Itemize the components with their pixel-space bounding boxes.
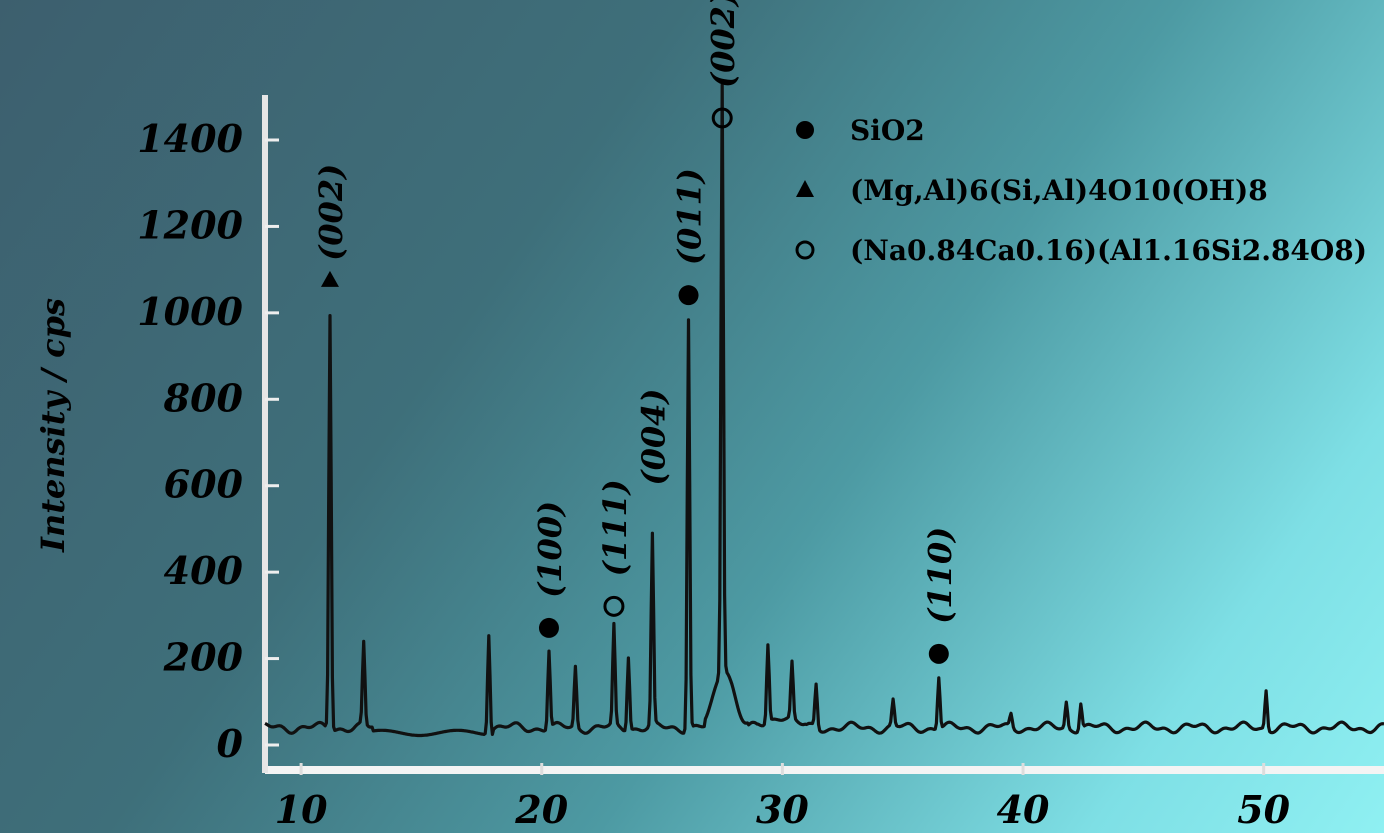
legend-swatch-triangle <box>796 180 814 197</box>
y-tick-label: 1200 <box>137 202 243 247</box>
x-tick-labels: 10 20 30 40 50 <box>275 763 1291 832</box>
peak-label: (011) <box>671 168 709 265</box>
peak-label: (004) <box>634 388 672 485</box>
peak-label: (110) <box>921 527 959 624</box>
y-tick-label: 0 <box>217 721 244 766</box>
x-tick-label: 10 <box>275 787 328 832</box>
y-tick-label: 400 <box>164 548 244 593</box>
legend-label: (Mg,Al)6(Si,Al)4O10(OH)8 <box>850 174 1268 207</box>
trace-line <box>264 83 1384 738</box>
y-tick-label: 1400 <box>137 116 243 161</box>
diffraction-trace <box>264 83 1384 738</box>
legend-swatch-open-circle <box>795 240 815 260</box>
peak-label: (111) <box>596 479 634 576</box>
y-tick-label: 1000 <box>137 289 243 334</box>
y-tick-label: 800 <box>163 375 244 420</box>
quartz-marker <box>678 285 699 306</box>
peak-label: (100) <box>531 501 569 598</box>
plagioclase-marker <box>711 107 733 129</box>
peak-label: (002) <box>312 164 350 261</box>
x-tick-label: 20 <box>514 787 568 832</box>
quartz-marker <box>538 617 559 638</box>
x-tick-label: 50 <box>1237 787 1290 832</box>
peak-label: (002) <box>704 0 742 88</box>
y-axis-label: Intensity / cps <box>34 298 72 553</box>
y-tick-labels: 0 200 400 600 800 1000 1200 1400 <box>137 116 279 766</box>
y-tick-label: 200 <box>163 635 244 680</box>
x-tick-label: 40 <box>997 787 1050 832</box>
x-tick-label: 30 <box>756 787 809 832</box>
chlorite-marker <box>320 270 339 287</box>
legend: SiO2 (Mg,Al)6(Si,Al)4O10(OH)8 (Na0.84Ca0.1… <box>795 114 1367 267</box>
legend-label: (Na0.84Ca0.16)(Al1.16Si2.84O8) <box>850 234 1367 267</box>
legend-label: SiO2 <box>850 114 925 147</box>
y-tick-label: 600 <box>164 462 244 507</box>
quartz-marker <box>928 643 949 664</box>
peak-annotations: (002) (100) (111)(004) (011) (002) (110) <box>312 0 959 664</box>
legend-swatch-circle <box>796 121 814 139</box>
plagioclase-marker <box>603 595 625 617</box>
